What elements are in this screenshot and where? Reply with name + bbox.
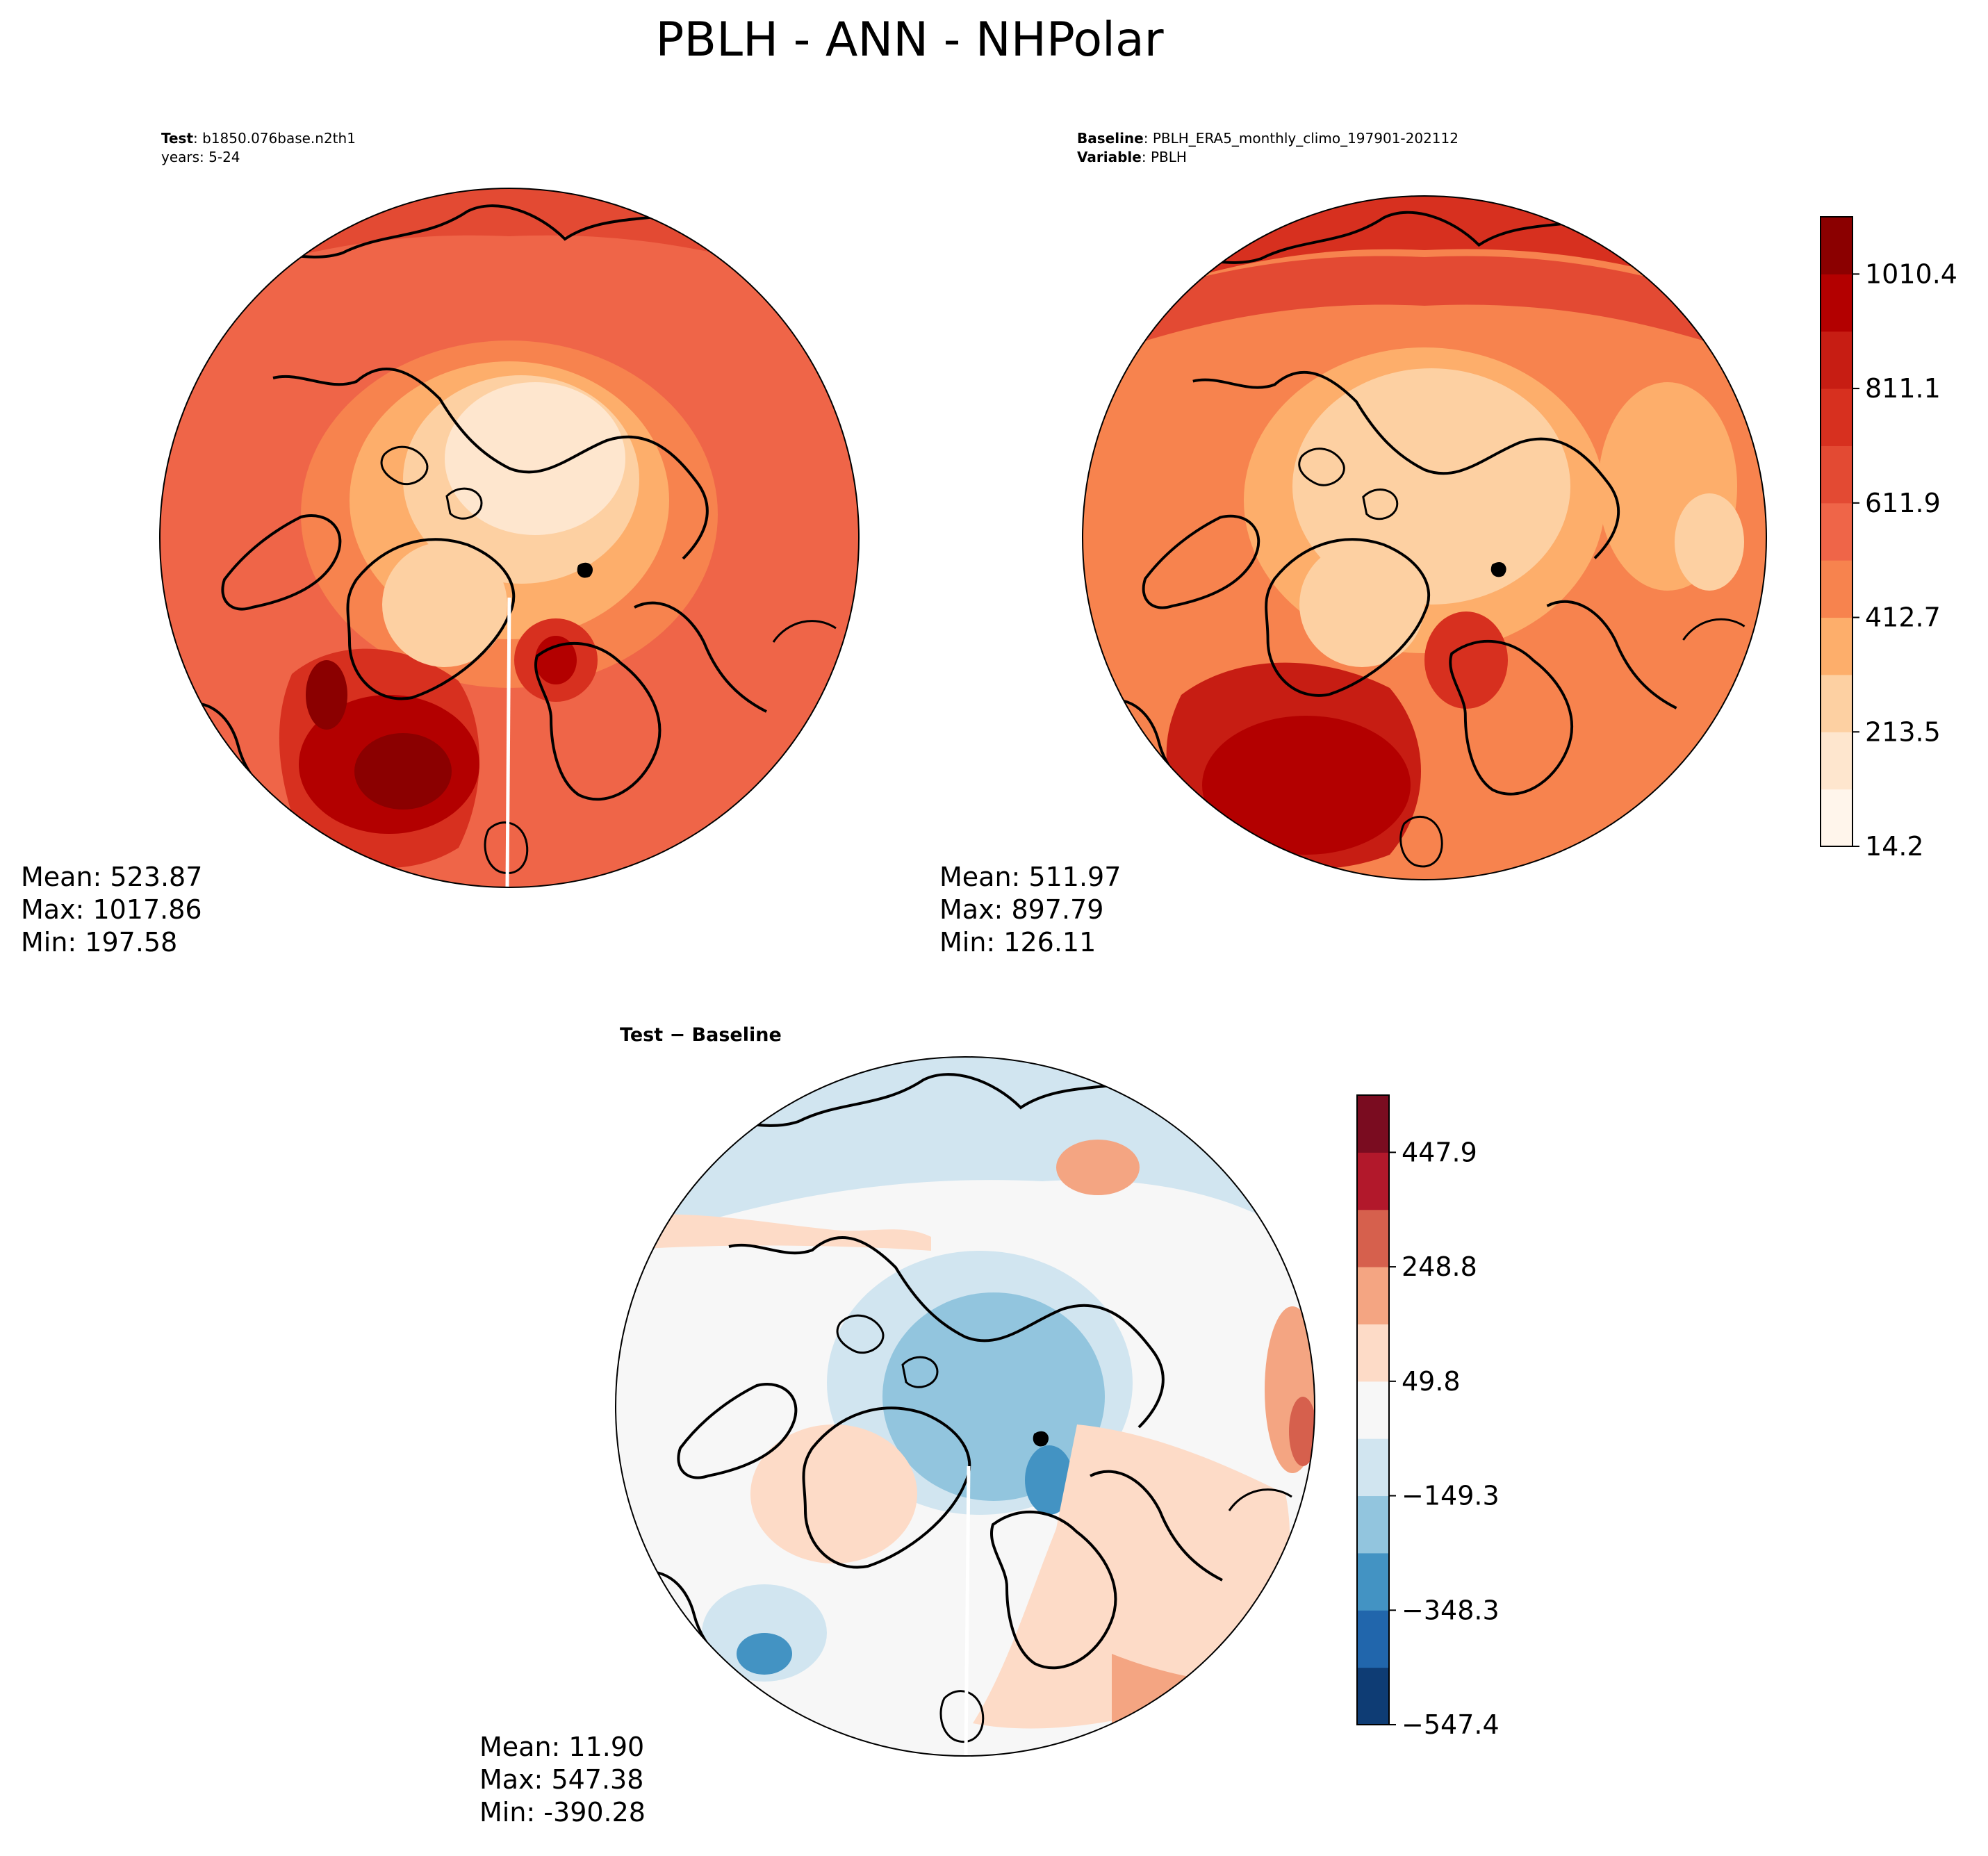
baseline-variable: Variable: PBLH — [1077, 149, 1187, 165]
baseline-label: Baseline — [1077, 130, 1144, 147]
colorbar-band — [1821, 502, 1853, 561]
colorbar-band — [1357, 1381, 1389, 1439]
colorbar-band — [1821, 445, 1853, 504]
test-stat-min: Min: 197.58 — [21, 927, 177, 958]
test-label-sep: : — [193, 130, 202, 147]
colorbar-tick-label: 412.7 — [1865, 602, 1941, 633]
colorbar-tick-label: 447.9 — [1402, 1137, 1477, 1167]
colorbar-band — [1357, 1095, 1389, 1153]
test-case-name: b1850.076base.n2th1 — [202, 130, 356, 147]
colorbar-band — [1357, 1267, 1389, 1324]
diff-title: Test − Baseline — [620, 1024, 782, 1046]
colorbar-tick-label: −348.3 — [1402, 1595, 1500, 1625]
test-years: years: 5-24 — [161, 149, 240, 165]
colorbar-band — [1821, 331, 1853, 389]
test-stat-max: Max: 1017.86 — [21, 894, 202, 925]
colorbar-band — [1821, 732, 1853, 790]
colorbar-band — [1357, 1438, 1389, 1497]
main-colorbar: 14.2 213.5 412.7 611.9 811.1 1010.4 — [1820, 216, 1957, 862]
colorbar-tick-label: 248.8 — [1402, 1251, 1477, 1282]
colorbar-tick-label: −149.3 — [1402, 1481, 1500, 1511]
diff-panel: Test − Baseline Mean: 11.90 Max: 547.38 … — [479, 1024, 1315, 1828]
colorbar-band — [1357, 1209, 1389, 1267]
colorbar-tick-label: −547.4 — [1402, 1709, 1500, 1740]
colorbar-tick-label: 611.9 — [1865, 488, 1941, 518]
colorbar-frame — [1820, 216, 1853, 847]
test-panel: Test: b1850.076base.n2th1 years: 5-24 Me… — [21, 130, 860, 958]
baseline-dataset-name: PBLH_ERA5_monthly_climo_197901-202112 — [1153, 130, 1459, 147]
colorbar-band — [1357, 1152, 1389, 1210]
baseline-header: Baseline: PBLH_ERA5_monthly_climo_197901… — [1077, 130, 1459, 147]
baseline-variable-value: PBLH — [1151, 149, 1187, 165]
baseline-variable-sep: : — [1142, 149, 1151, 165]
diff-stat-max: Max: 547.38 — [479, 1764, 643, 1795]
figure-title: PBLH - ANN - NHPolar — [655, 13, 1163, 67]
colorbar-frame — [1356, 1094, 1390, 1725]
colorbar-band — [1821, 560, 1853, 618]
baseline-map — [1083, 196, 1766, 880]
test-stat-mean: Mean: 523.87 — [21, 862, 202, 892]
colorbar-band — [1357, 1610, 1389, 1668]
colorbar-tick-label: 14.2 — [1865, 831, 1924, 862]
colorbar-band — [1357, 1667, 1389, 1725]
colorbar-band — [1821, 217, 1853, 274]
baseline-stat-mean: Mean: 511.97 — [939, 862, 1121, 892]
diff-stat-mean: Mean: 11.90 — [479, 1732, 644, 1762]
baseline-panel: Baseline: PBLH_ERA5_monthly_climo_197901… — [939, 130, 1767, 958]
baseline-variable-label: Variable — [1077, 149, 1142, 165]
colorbar-band — [1357, 1495, 1389, 1554]
baseline-stat-min: Min: 126.11 — [939, 927, 1096, 958]
diff-colorbar: −547.4 −348.3 −149.3 49.8 248.8 447.9 — [1356, 1094, 1500, 1740]
colorbar-tick-label: 49.8 — [1402, 1366, 1461, 1397]
colorbar-band — [1357, 1324, 1389, 1382]
colorbar-tick-label: 213.5 — [1865, 716, 1941, 747]
colorbar-tick-label: 1010.4 — [1865, 258, 1957, 289]
test-label: Test — [161, 130, 193, 147]
baseline-stat-max: Max: 897.79 — [939, 894, 1103, 925]
diff-stat-min: Min: -390.28 — [479, 1797, 646, 1828]
test-map — [160, 188, 859, 887]
test-header: Test: b1850.076base.n2th1 — [161, 130, 356, 147]
baseline-label-sep: : — [1144, 130, 1153, 147]
diff-map — [616, 1057, 1315, 1756]
colorbar-band — [1821, 274, 1853, 332]
colorbar-tick-label: 811.1 — [1865, 373, 1941, 404]
colorbar-band — [1357, 1552, 1389, 1611]
colorbar-band — [1821, 617, 1853, 675]
colorbar-band — [1821, 674, 1853, 732]
colorbar-band — [1821, 388, 1853, 446]
colorbar-band — [1821, 789, 1853, 847]
